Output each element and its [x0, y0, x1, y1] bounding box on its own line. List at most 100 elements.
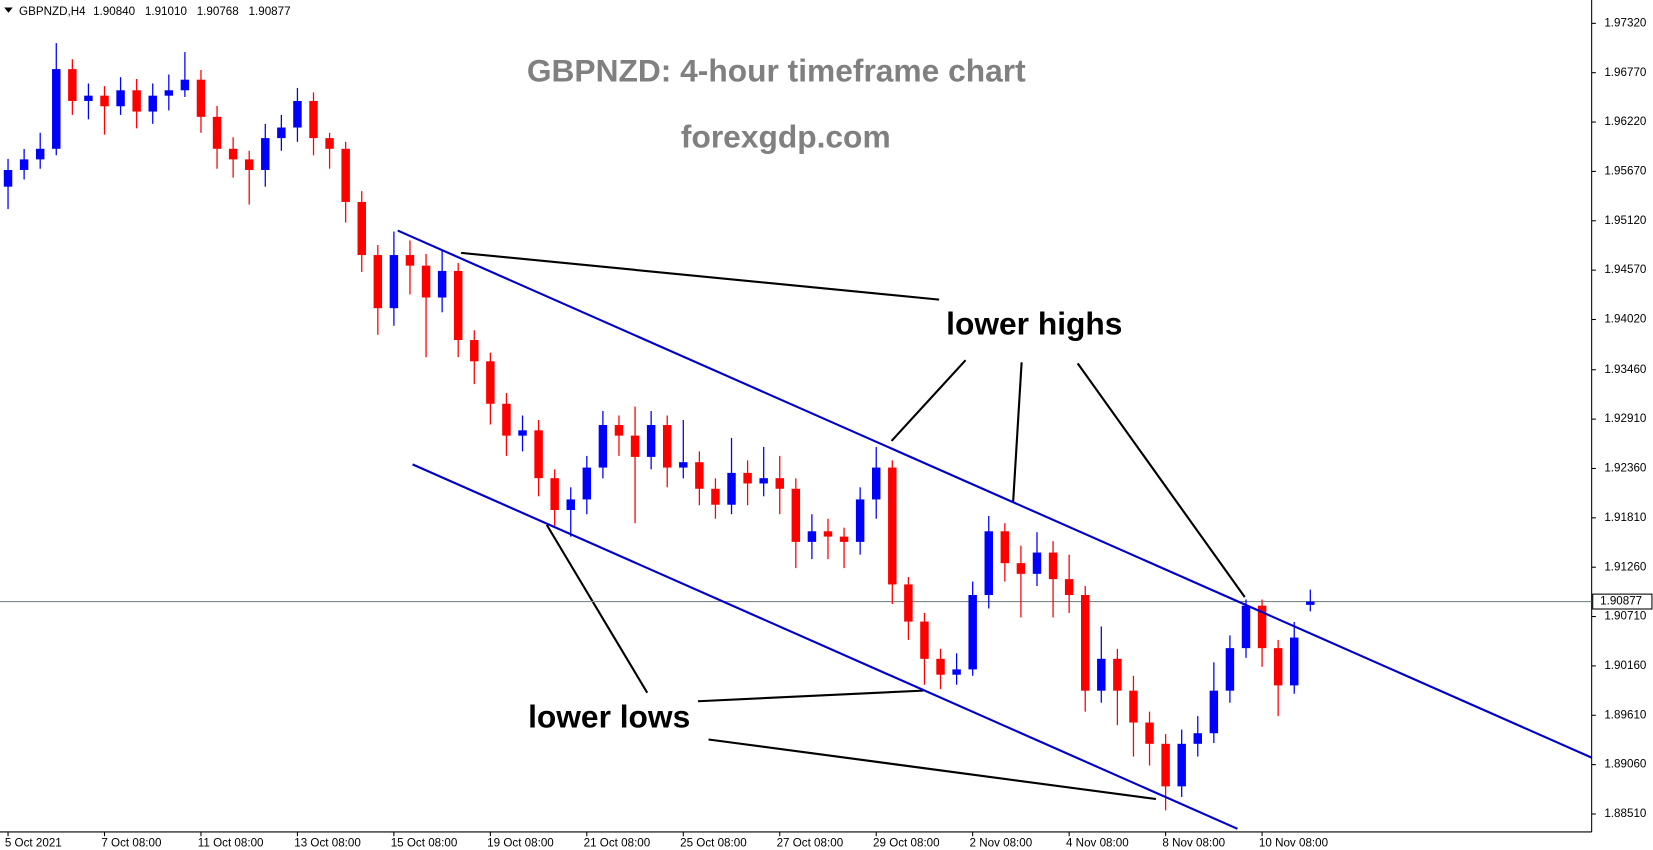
candle-body: [470, 340, 479, 362]
candle-body: [148, 95, 157, 112]
candle-body: [598, 425, 608, 468]
candle-body: [373, 255, 383, 309]
candle-body: [309, 100, 318, 139]
candle-body: [228, 148, 238, 160]
x-tick-label: 29 Oct 08:00: [873, 837, 940, 850]
y-tick-label: 1.94570: [1604, 263, 1647, 276]
candle-body: [325, 138, 334, 149]
candle-body: [341, 148, 350, 202]
low-label: 1.90768: [197, 5, 239, 18]
candle-body: [791, 488, 801, 542]
annotation-arrows: [461, 251, 1246, 801]
candle-body: [1113, 658, 1122, 691]
y-tick-label: 1.92360: [1604, 462, 1647, 475]
trend-line: [397, 229, 1592, 759]
candle-body: [807, 531, 817, 542]
candle-body: [871, 467, 881, 500]
candle-body: [534, 430, 543, 479]
y-tick-label: 1.94020: [1604, 313, 1647, 326]
arrow: [545, 524, 649, 694]
x-tick-label: 5 Oct 2021: [5, 837, 62, 850]
candle-body: [100, 95, 109, 107]
candle-body: [3, 169, 13, 187]
candle-body: [502, 403, 511, 436]
candle-body: [1193, 733, 1202, 744]
current-price-label: 1.90877: [1600, 595, 1642, 608]
candle-body: [679, 462, 688, 468]
candle-body: [1080, 595, 1090, 691]
candle-body: [839, 536, 849, 542]
candle-body: [453, 270, 463, 341]
annotation: lower lows: [528, 699, 690, 735]
candle-body: [904, 584, 913, 622]
candle-body: [936, 658, 945, 675]
plot-area: [0, 43, 1592, 830]
candle-body: [1209, 690, 1219, 734]
candle-body: [212, 116, 222, 149]
candle-body: [1048, 552, 1058, 580]
arrow: [1076, 362, 1246, 598]
y-tick-label: 1.96220: [1604, 115, 1647, 128]
candle-body: [566, 499, 575, 511]
annotation: lower highs: [946, 306, 1122, 342]
candle-body: [1145, 722, 1154, 744]
y-tick-label: 1.93460: [1604, 363, 1647, 376]
candle-body: [1306, 601, 1315, 605]
candle-body: [614, 425, 624, 436]
close-label: 1.90877: [249, 5, 291, 18]
x-tick-label: 2 Nov 08:00: [970, 837, 1033, 850]
candle-body: [646, 425, 656, 457]
y-tick-label: 1.91260: [1604, 560, 1647, 573]
y-tick-label: 1.97320: [1604, 16, 1647, 29]
candle-body: [357, 201, 366, 256]
candle-body: [743, 472, 752, 484]
candle-body: [1289, 637, 1299, 686]
candle-body: [421, 265, 431, 298]
open-label: 1.90840: [93, 5, 136, 18]
candle-body: [775, 478, 784, 489]
candle-body: [968, 595, 977, 670]
candle-body: [695, 462, 704, 489]
menu-arrow[interactable]: [4, 7, 13, 13]
candle-body: [662, 425, 672, 468]
candle-body: [405, 255, 415, 266]
x-tick-label: 10 Nov 08:00: [1259, 837, 1329, 850]
candle-body: [518, 430, 527, 436]
candle-body: [244, 159, 254, 170]
candle-body: [630, 435, 640, 457]
x-tick-label: 19 Oct 08:00: [487, 837, 554, 850]
candle-body: [35, 148, 45, 160]
candle-body: [437, 270, 447, 298]
symbol-label: GBPNZD,H4: [19, 5, 86, 18]
candle-body: [261, 138, 270, 170]
candle-body: [116, 90, 125, 107]
candle-body: [1000, 531, 1010, 564]
candle-body: [293, 100, 302, 128]
y-tick-label: 1.90160: [1604, 659, 1647, 672]
candle-body: [180, 79, 190, 91]
candle-body: [920, 621, 929, 659]
x-tick-label: 7 Oct 08:00: [101, 837, 162, 850]
candle-body: [711, 488, 720, 505]
candle-body: [727, 472, 736, 505]
high-label: 1.91010: [145, 5, 188, 18]
y-tick-label: 1.92910: [1604, 412, 1647, 425]
candle-body: [1032, 552, 1042, 574]
candle-body: [1177, 743, 1186, 787]
candle-body: [855, 499, 865, 542]
candle-body: [277, 127, 286, 139]
y-tick-label: 1.89610: [1604, 708, 1647, 721]
arrow: [890, 359, 967, 442]
x-tick-label: 13 Oct 08:00: [294, 837, 361, 850]
y-tick-label: 1.88510: [1604, 807, 1647, 820]
candle-body: [550, 478, 559, 511]
candle-body: [164, 90, 174, 96]
x-tick-label: 25 Oct 08:00: [680, 837, 747, 850]
candle-body: [1257, 605, 1267, 649]
candle-body: [52, 69, 61, 149]
x-tick-label: 11 Oct 08:00: [198, 837, 264, 850]
candle-body: [19, 159, 29, 170]
